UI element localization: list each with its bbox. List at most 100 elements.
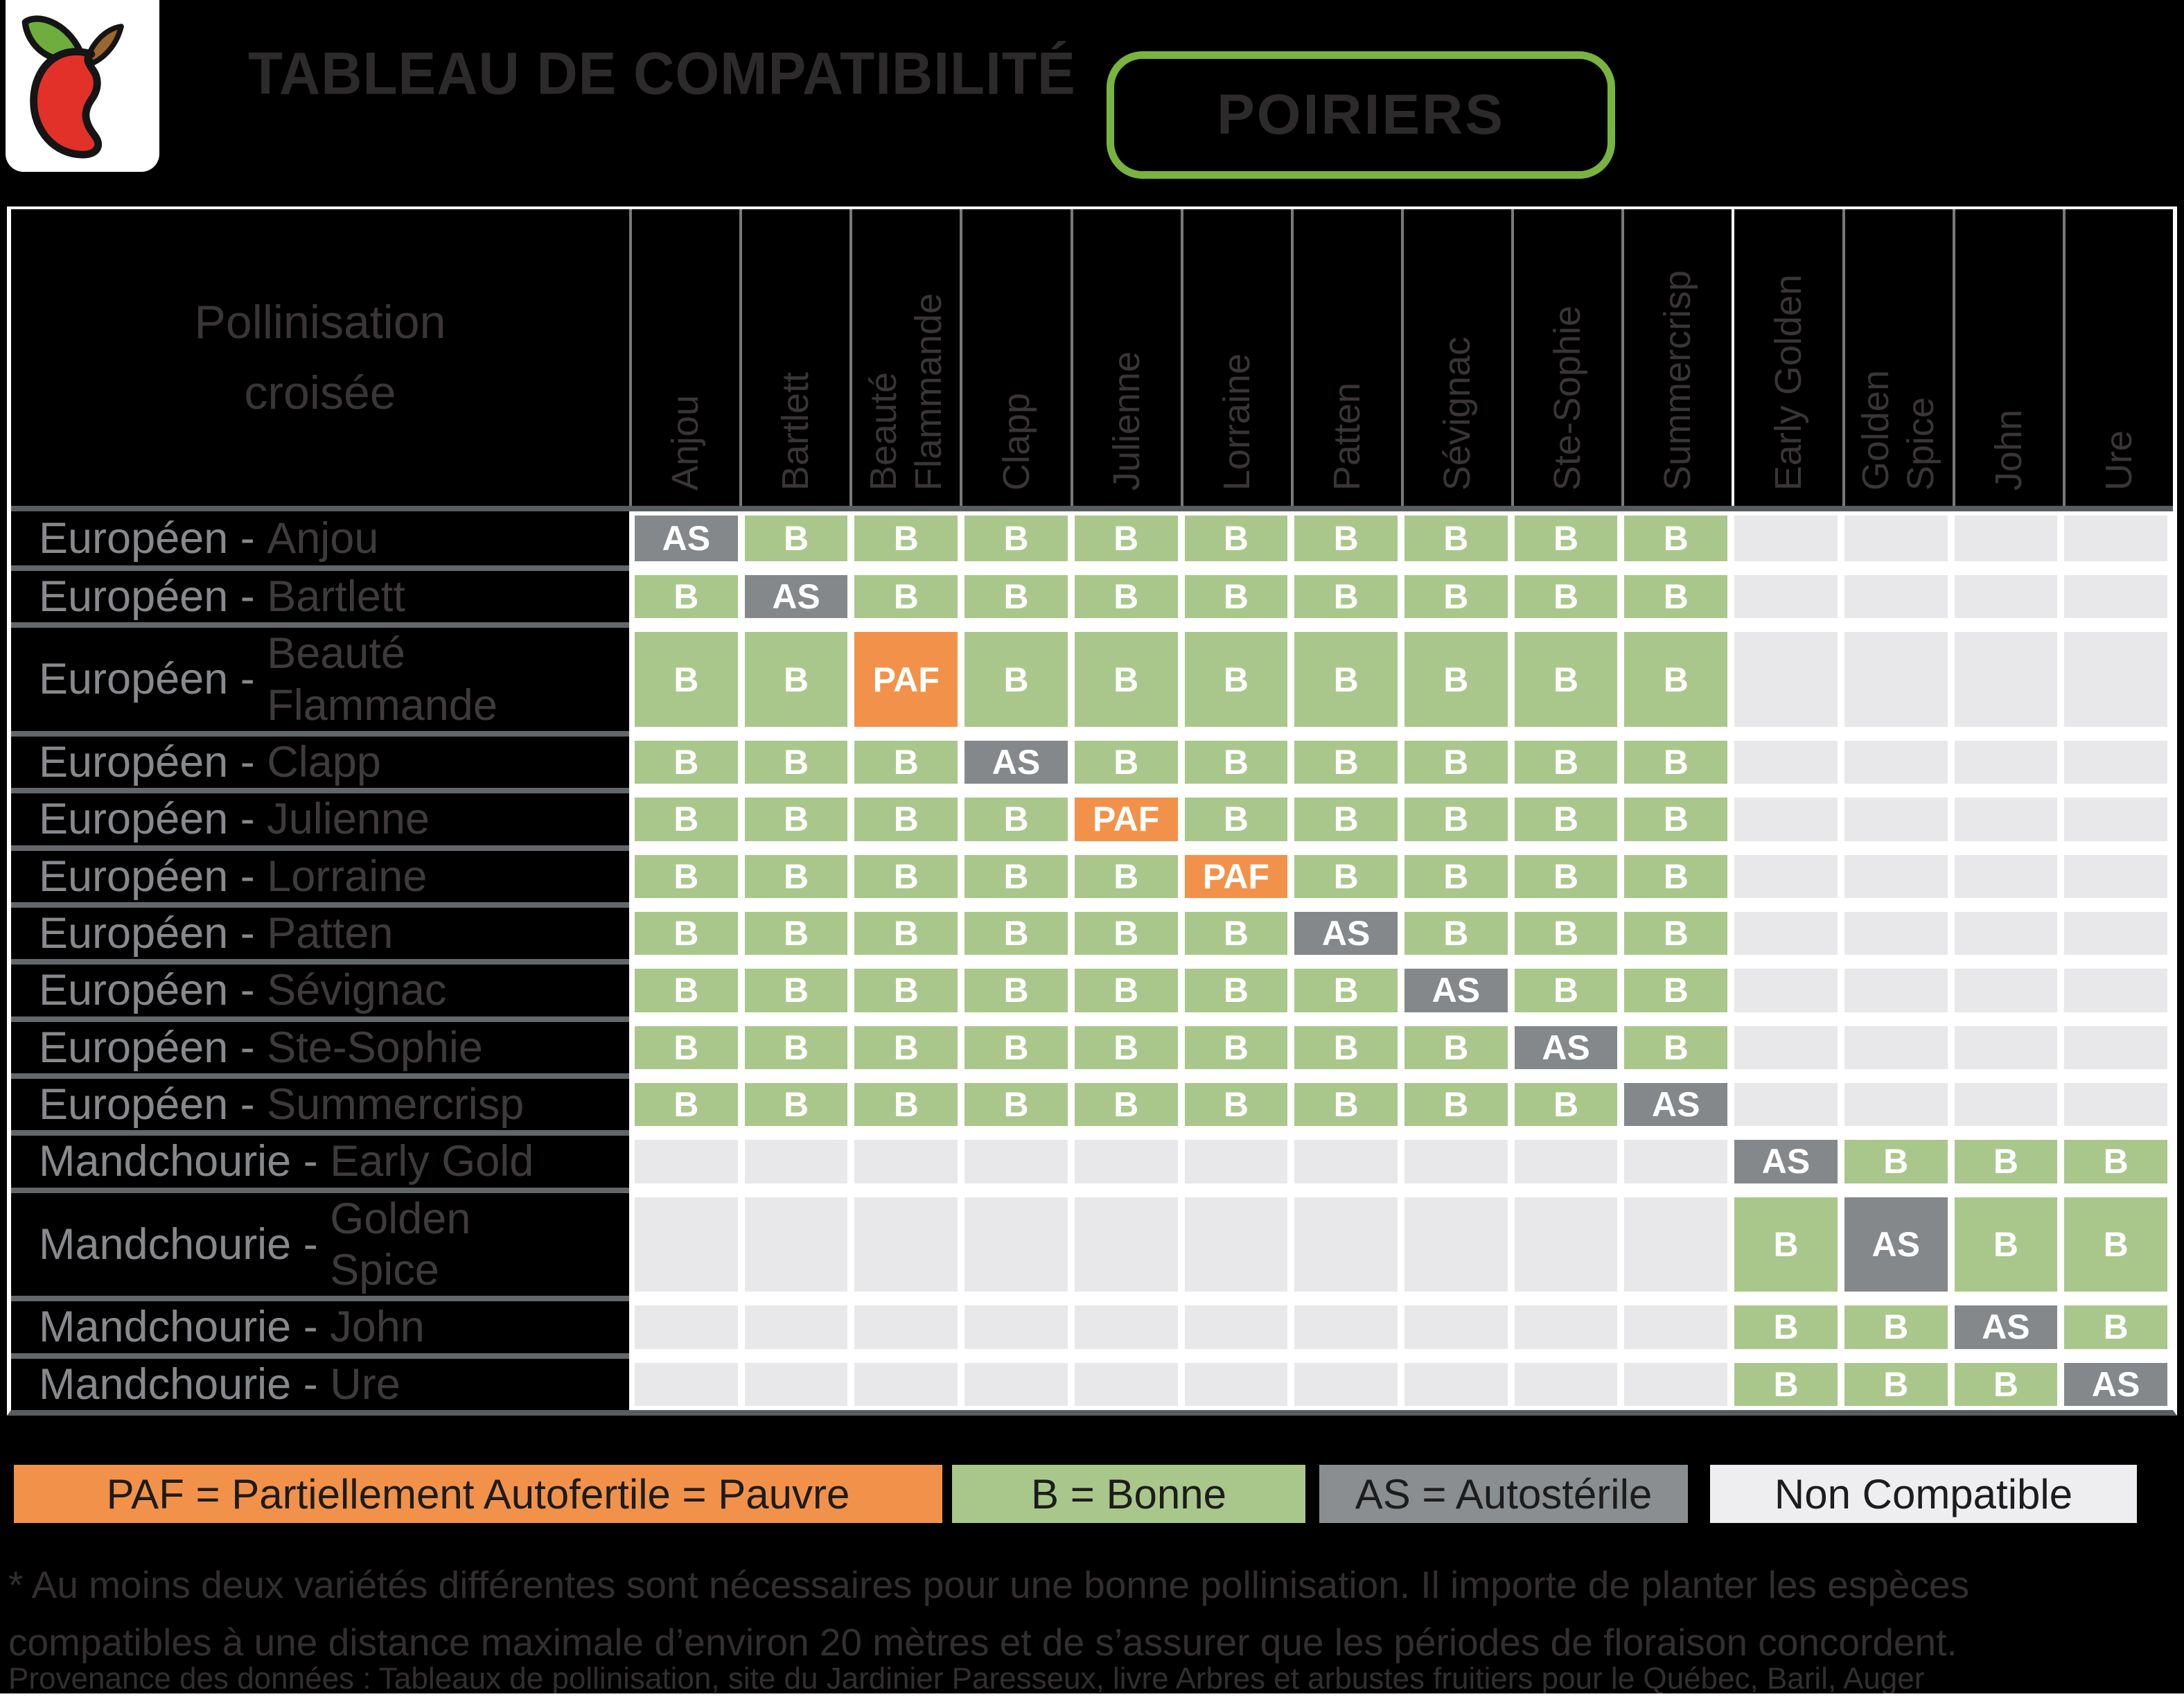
row-cells: B B B B B B AS B B B <box>629 901 2173 960</box>
column-header-label: Beauté Flammande <box>863 292 949 491</box>
row-cells: B B B AS <box>629 1353 2173 1410</box>
compatibility-cell-nc <box>1624 1362 1728 1406</box>
variety-name: Lorraine <box>267 852 428 901</box>
compatibility-cell-as: AS <box>965 740 1068 784</box>
species-name: Européen <box>39 655 229 704</box>
footnote-text: * Au moins deux variétés différentes son… <box>8 1563 1970 1664</box>
compatibility-cell-nc <box>1734 911 1838 956</box>
label-dash: - <box>228 572 267 621</box>
column-header-ure: Ure <box>2062 209 2173 506</box>
species-name: Européen <box>39 795 229 844</box>
compatibility-cell-as: AS <box>1954 1305 2058 1349</box>
compatibility-cell-b: B <box>1184 798 1288 841</box>
compatibility-cell-b: B <box>744 798 848 841</box>
compatibility-cell-b: B <box>1844 1305 1948 1349</box>
compatibility-cell-b: B <box>2064 1140 2167 1183</box>
compatibility-cell-as: AS <box>1734 1140 1838 1183</box>
compatibility-cell-b: B <box>1624 740 1728 784</box>
column-header-clapp: Clapp <box>960 209 1070 506</box>
table-row-anjou: Européen - Anjou AS B B B B B B B B B <box>11 511 2173 565</box>
compatibility-cell-nc <box>1404 1305 1508 1349</box>
table-row-beaut-flammande: Européen - Beauté Flammande B B PAF B B B B B B B <box>11 622 2173 731</box>
compatibility-cell-b: B <box>1404 798 1508 841</box>
compatibility-cell-b: B <box>1184 632 1288 727</box>
compatibility-cell-b: B <box>1734 1362 1838 1406</box>
row-label: Européen - Clapp <box>11 730 629 789</box>
compatibility-cell-nc <box>1844 911 1948 956</box>
species-name: Mandchourie <box>39 1359 292 1409</box>
species-name: Européen <box>39 1023 229 1072</box>
compatibility-cell-nc <box>2064 632 2167 727</box>
compatibility-cell-b: B <box>1514 798 1618 841</box>
compatibility-cell-nc <box>1844 575 1948 619</box>
column-header-golden-spice: Golden Spice <box>1842 209 1953 506</box>
compatibility-cell-nc <box>965 1362 1068 1406</box>
compatibility-cell-b: B <box>965 1025 1068 1069</box>
compatibility-cell-b: B <box>1844 1362 1948 1406</box>
row-label: Européen - Ste-Sophie <box>11 1016 629 1073</box>
header-columns: Anjou Bartlett Beauté Flammande Clapp Julien… <box>629 209 2173 506</box>
column-header-julienne: Julienne <box>1070 209 1181 506</box>
row-label: Mandchourie - John <box>11 1296 629 1353</box>
compatibility-cell-nc <box>854 1362 958 1406</box>
compatibility-cell-nc <box>2064 1082 2167 1127</box>
row-label: Européen - Sévignac <box>11 959 629 1016</box>
label-dash: - <box>228 908 267 958</box>
compatibility-cell-b: B <box>1294 516 1398 561</box>
table-header-row: Pollinisation croisée Anjou Bartlett Beaut… <box>11 209 2173 511</box>
legend-item-b: B = Bonne <box>952 1465 1305 1523</box>
compatibility-cell-nc <box>635 1140 738 1183</box>
compatibility-cell-b: B <box>744 632 848 727</box>
compatibility-cell-b: B <box>1184 969 1288 1012</box>
compatibility-cell-b: B <box>1294 798 1398 841</box>
table-row-golden-spice: Mandchourie - Golden Spice B AS B B <box>11 1187 2173 1296</box>
compatibility-cell-nc <box>1844 1082 1948 1127</box>
compatibility-cell-b: B <box>965 516 1068 561</box>
variety-name: Julienne <box>267 795 430 844</box>
compatibility-cell-b: B <box>965 969 1068 1012</box>
compatibility-cell-b: B <box>1184 911 1288 956</box>
compatibility-cell-nc <box>1514 1197 1618 1292</box>
compatibility-cell-nc <box>2064 740 2167 784</box>
column-header-label: Lorraine <box>1215 353 1258 491</box>
compatibility-cell-b: B <box>1954 1140 2058 1183</box>
compatibility-cell-nc <box>854 1305 958 1349</box>
row-cells: B B B B B B B B AS B <box>629 1016 2173 1073</box>
compatibility-cell-nc <box>1954 1025 2058 1069</box>
compatibility-cell-b: B <box>1514 575 1618 619</box>
compatibility-cell-nc <box>1734 516 1838 561</box>
row-cells: AS B B B B B B B B B <box>629 511 2173 565</box>
compatibility-cell-b: B <box>1294 1025 1398 1069</box>
compatibility-cell-nc <box>635 1305 738 1349</box>
legend-label: AS = Autostérile <box>1355 1470 1653 1517</box>
compatibility-cell-nc <box>1734 854 1838 898</box>
compatibility-cell-b: B <box>1624 1025 1728 1069</box>
compatibility-cell-nc <box>2064 516 2167 561</box>
apple-core-icon <box>29 47 102 159</box>
compatibility-cell-nc <box>2064 575 2167 619</box>
table-row-ste-sophie: Européen - Ste-Sophie B B B B B B B B AS B <box>11 1016 2173 1073</box>
species-name: Européen <box>39 1080 229 1129</box>
compatibility-cell-as: AS <box>1294 911 1398 956</box>
compatibility-cell-b: B <box>635 740 738 784</box>
compatibility-cell-b: B <box>635 854 738 898</box>
compatibility-cell-nc <box>1734 632 1838 727</box>
poiriers-badge-label: POIRIERS <box>1217 83 1505 146</box>
compatibility-cell-nc <box>1954 798 2058 841</box>
compatibility-cell-as: AS <box>1844 1197 1948 1292</box>
compatibility-cell-as: AS <box>2064 1362 2167 1406</box>
compatibility-cell-b: B <box>635 969 738 1012</box>
compatibility-cell-nc <box>1844 740 1948 784</box>
compatibility-cell-as: AS <box>635 516 738 561</box>
compatibility-cell-paf: PAF <box>1074 798 1178 841</box>
row-label: Mandchourie - Ure <box>11 1353 629 1410</box>
species-name: Européen <box>39 852 229 901</box>
compatibility-cell-b: B <box>1404 911 1508 956</box>
provenance-text: Provenance des données : Tableaux de pol… <box>8 1662 1925 1696</box>
compatibility-cell-b: B <box>744 1025 848 1069</box>
column-header-label: John <box>1987 409 2029 491</box>
compatibility-cell-nc <box>744 1305 848 1349</box>
compatibility-cell-b: B <box>1844 1140 1948 1183</box>
compatibility-cell-b: B <box>1184 516 1288 561</box>
